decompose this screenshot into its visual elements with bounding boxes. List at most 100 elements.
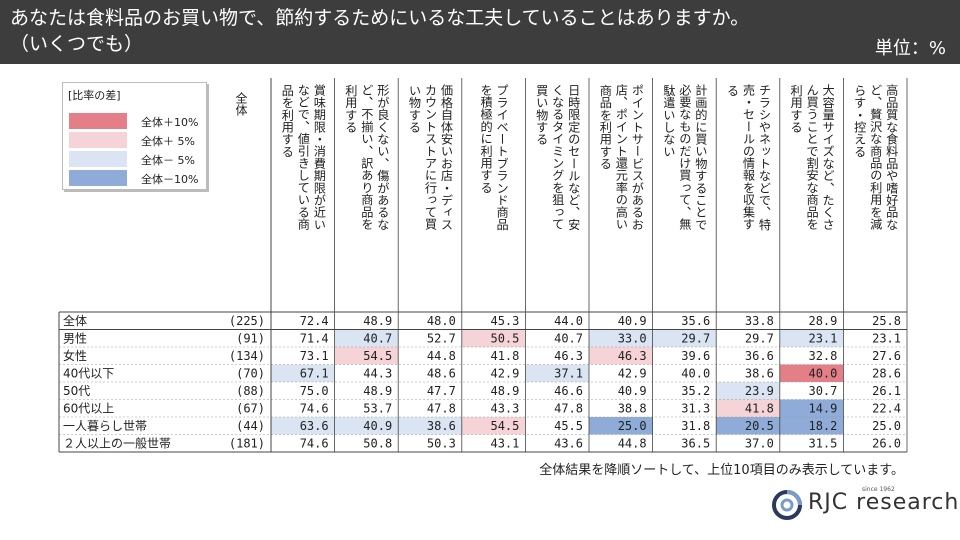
- company-logo: since 1962 RJC research: [770, 485, 958, 525]
- legend-swatch-plus5: [69, 132, 127, 148]
- highlight-cell: [461, 417, 526, 435]
- footnote: 全体結果を降順ソートして、上位10項目のみ表示しています。: [539, 463, 904, 478]
- table-cell-value: 71.4: [300, 332, 329, 346]
- legend-swatch-minus10: [69, 170, 127, 186]
- table-cell-value: 20.5: [745, 419, 774, 433]
- table-cell-value: 26.1: [872, 384, 901, 398]
- table-cell-value: 48.0: [427, 314, 456, 328]
- logo-brand: RJC research: [808, 490, 960, 515]
- table-cell-value: 25.0: [618, 419, 647, 433]
- table-cell-value: 72.4: [300, 314, 329, 328]
- highlight-cell: [652, 329, 717, 347]
- highlight-cell: [334, 329, 399, 347]
- table-cell-value: 46.6: [554, 384, 583, 398]
- table-cell-value: 14.9: [808, 402, 837, 416]
- table-cell-value: 36.6: [745, 349, 774, 363]
- legend-label-plus10: 全体＋10%: [141, 116, 199, 129]
- table-cell-value: 38.6: [427, 419, 456, 433]
- table-cell-value: 26.0: [872, 437, 901, 451]
- legend-title: [比率の差]: [68, 89, 121, 102]
- question-subtitle: （いくつでも）: [10, 33, 144, 55]
- row-sample-size: (88): [236, 384, 265, 398]
- row-sample-size: (225): [229, 314, 265, 328]
- table-cell-value: 30.7: [808, 384, 837, 398]
- legend-item-minus10: 全体－10%: [69, 170, 203, 186]
- table-cell-value: 25.8: [872, 314, 901, 328]
- row-sample-size: (181): [229, 437, 265, 451]
- table-cell-value: 33.0: [618, 332, 647, 346]
- unit-label: 単位：%: [874, 38, 946, 59]
- table-cell-value: 39.6: [681, 349, 710, 363]
- table-cell-value: 45.3: [490, 314, 519, 328]
- highlight-cell: [334, 347, 399, 365]
- table-cell-value: 43.1: [490, 437, 519, 451]
- legend-item-plus5: 全体＋ 5%: [69, 132, 203, 148]
- row-label: 60代以上: [63, 402, 114, 416]
- table-cell-value: 47.8: [427, 402, 456, 416]
- table-cell-value: 32.8: [808, 349, 837, 363]
- highlight-cell: [525, 364, 589, 382]
- table-cell-value: 46.3: [554, 349, 583, 363]
- table-cell-value: 53.7: [363, 402, 392, 416]
- column-header: 賞味期限・消費期限が近いなどで、値引きしている商品を利用する: [280, 84, 326, 231]
- row-sample-size: (67): [236, 402, 265, 416]
- table-cell-value: 40.9: [618, 314, 647, 328]
- table-cell-value: 63.6: [300, 419, 329, 433]
- table-cell-value: 27.6: [872, 349, 901, 363]
- table-cell-value: 37.1: [554, 367, 583, 381]
- column-header: 形が良くない、傷があるなど、不揃い、訳あり商品を利用する: [343, 84, 389, 231]
- table-cell-value: 38.8: [618, 402, 647, 416]
- column-header: 大容量サイズなど、たくさん買うことで割安な商品を利用する: [789, 84, 835, 231]
- column-header: チラシやネットなどで、特売・セールの情報を収集する: [725, 83, 771, 231]
- table-cell-value: 37.0: [745, 437, 774, 451]
- table-cell-value: 35.2: [681, 384, 710, 398]
- table-cell-value: 54.5: [363, 349, 392, 363]
- highlight-cell: [779, 364, 844, 382]
- table-cell-value: 28.9: [808, 314, 837, 328]
- row-label: 一人暮らし世帯: [63, 419, 147, 433]
- highlight-cell: [398, 417, 462, 435]
- table-cell-value: 40.9: [363, 419, 392, 433]
- table-cell-value: 29.7: [745, 332, 774, 346]
- table-cell-value: 47.8: [554, 402, 583, 416]
- row-label: ２人以上の一般世帯: [63, 436, 171, 451]
- row-label: 50代: [63, 384, 90, 398]
- title-bar: あなたは食料品のお買い物で、節約するためにいるな工夫していることはありますか。 …: [0, 0, 960, 64]
- row-label: 全体: [63, 313, 87, 328]
- legend-swatch-plus10: [69, 113, 127, 129]
- table-cell-value: 44.0: [554, 314, 583, 328]
- column-header: 計画的に買い物することで必要なものだけ買って、無駄遣いしない: [661, 83, 707, 231]
- question-title: あなたは食料品のお買い物で、節約するためにいるな工夫していることはありますか。: [10, 7, 750, 29]
- table-cell-value: 48.9: [363, 314, 392, 328]
- table-cell-value: 40.7: [363, 332, 392, 346]
- row-label: 女性: [63, 348, 87, 363]
- table-cell-value: 46.3: [618, 349, 647, 363]
- row-sample-size: (70): [236, 367, 265, 381]
- table-cell-value: 42.9: [490, 367, 519, 381]
- legend-label-minus10: 全体－10%: [141, 173, 199, 186]
- table-cell-value: 43.3: [490, 402, 519, 416]
- legend-item-minus5: 全体－ 5%: [69, 151, 203, 167]
- column-header: 価格自体安いお店・ディスカウントストアに行って買い物する: [407, 84, 453, 231]
- table-cell-value: 38.6: [745, 367, 774, 381]
- table-cell-value: 33.8: [745, 314, 774, 328]
- column-header: 日時限定のセールなど、安くなるタイミングを狙って買い物する: [534, 84, 580, 230]
- table-cell-value: 48.9: [363, 384, 392, 398]
- highlight-cell: [589, 417, 653, 435]
- table-cell-value: 41.8: [490, 349, 519, 363]
- table-cell-value: 48.6: [427, 367, 456, 381]
- column-header: プライベートブランド商品を積極的に利用する: [479, 84, 509, 231]
- table-cell-value: 74.6: [300, 402, 329, 416]
- table-cell-value: 48.9: [490, 384, 519, 398]
- table-cell-value: 31.5: [808, 437, 837, 451]
- table-cell-value: 47.7: [427, 384, 456, 398]
- table-cell-value: 25.0: [872, 419, 901, 433]
- table-cell-value: 52.7: [427, 332, 456, 346]
- table-cell-value: 44.8: [427, 349, 456, 363]
- table-cell-value: 28.6: [872, 367, 901, 381]
- row-sample-size: (134): [229, 349, 265, 363]
- table-cell-value: 75.0: [300, 384, 329, 398]
- table-cell-value: 40.7: [554, 332, 583, 346]
- logo-mark-icon: [772, 490, 802, 520]
